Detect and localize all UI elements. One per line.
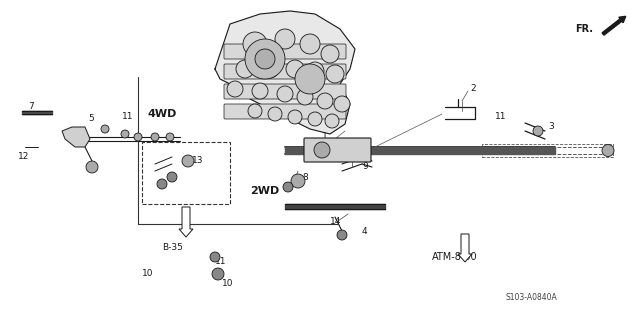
Circle shape — [86, 161, 98, 173]
Circle shape — [261, 60, 279, 78]
Circle shape — [334, 96, 350, 112]
Circle shape — [295, 64, 325, 94]
Circle shape — [212, 268, 224, 280]
Circle shape — [151, 133, 159, 141]
Text: B-35: B-35 — [162, 242, 183, 251]
Circle shape — [227, 81, 243, 97]
Circle shape — [243, 32, 267, 56]
Text: 13: 13 — [192, 157, 204, 166]
Circle shape — [245, 39, 285, 79]
Circle shape — [283, 182, 293, 192]
Text: 9: 9 — [362, 162, 368, 172]
Circle shape — [337, 230, 347, 240]
Text: 1: 1 — [322, 132, 328, 142]
Text: 4: 4 — [362, 226, 367, 235]
Text: 10: 10 — [222, 279, 234, 288]
Text: ATM-8-30: ATM-8-30 — [432, 252, 477, 262]
Text: 7: 7 — [28, 102, 34, 112]
FancyArrow shape — [458, 234, 472, 262]
Circle shape — [248, 104, 262, 118]
FancyBboxPatch shape — [224, 84, 346, 99]
Circle shape — [300, 34, 320, 54]
Circle shape — [288, 110, 302, 124]
Text: 8: 8 — [302, 173, 308, 182]
Circle shape — [325, 114, 339, 128]
Polygon shape — [62, 127, 90, 147]
Circle shape — [255, 49, 275, 69]
Text: S103-A0840A: S103-A0840A — [505, 293, 557, 301]
Circle shape — [157, 179, 167, 189]
Text: 11: 11 — [215, 256, 227, 265]
Circle shape — [533, 126, 543, 136]
FancyArrow shape — [602, 16, 626, 35]
Text: 14: 14 — [330, 217, 341, 226]
Circle shape — [134, 133, 142, 141]
Circle shape — [286, 60, 304, 78]
Polygon shape — [215, 11, 355, 134]
Circle shape — [236, 60, 254, 78]
Circle shape — [101, 125, 109, 133]
Text: 3: 3 — [548, 122, 554, 131]
Circle shape — [252, 83, 268, 99]
Text: 2WD: 2WD — [250, 186, 279, 196]
Circle shape — [268, 107, 282, 121]
Circle shape — [167, 172, 177, 182]
Circle shape — [321, 45, 339, 63]
FancyArrow shape — [179, 207, 193, 237]
Circle shape — [275, 29, 295, 49]
Circle shape — [602, 145, 614, 157]
Text: FR.: FR. — [575, 24, 593, 34]
Text: 4WD: 4WD — [148, 109, 177, 119]
FancyBboxPatch shape — [304, 138, 371, 162]
Circle shape — [297, 89, 313, 105]
Circle shape — [317, 93, 333, 109]
Text: 10: 10 — [142, 270, 154, 278]
Text: 5: 5 — [88, 115, 93, 123]
Circle shape — [182, 155, 194, 167]
Text: 2: 2 — [470, 85, 476, 93]
Bar — [142, 142, 230, 204]
FancyBboxPatch shape — [224, 44, 346, 59]
Bar — [482, 144, 613, 157]
Circle shape — [121, 130, 129, 138]
FancyBboxPatch shape — [224, 104, 346, 119]
Circle shape — [306, 62, 324, 80]
Circle shape — [326, 65, 344, 83]
Circle shape — [166, 133, 174, 141]
Text: 11: 11 — [122, 113, 134, 122]
Text: 11: 11 — [495, 113, 506, 122]
FancyBboxPatch shape — [224, 64, 346, 79]
Circle shape — [277, 86, 293, 102]
Circle shape — [210, 252, 220, 262]
Circle shape — [314, 142, 330, 158]
Circle shape — [291, 174, 305, 188]
Text: 6: 6 — [88, 162, 93, 172]
Text: 12: 12 — [18, 152, 29, 161]
Circle shape — [308, 112, 322, 126]
